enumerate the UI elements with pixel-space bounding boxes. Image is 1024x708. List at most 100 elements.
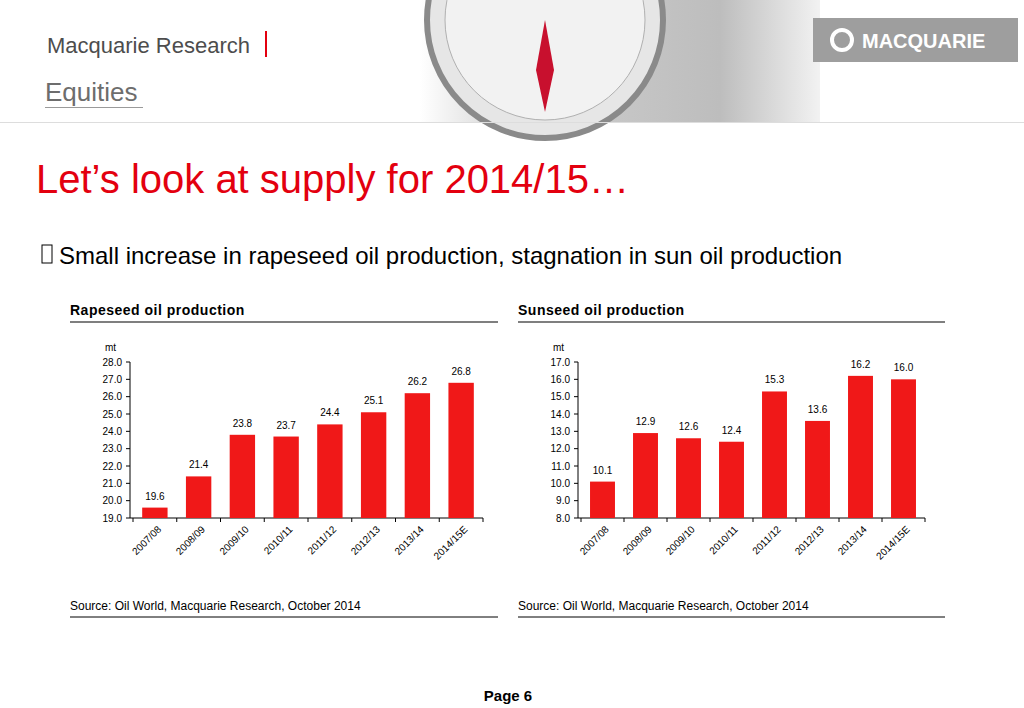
bars <box>590 376 916 518</box>
bar <box>633 433 658 518</box>
bar <box>676 438 701 518</box>
bar <box>361 412 386 518</box>
y-tick <box>126 414 130 415</box>
y-tick-label: 16.0 <box>551 374 571 385</box>
compass <box>427 0 663 138</box>
y-tick-label: 8.0 <box>556 513 570 524</box>
data-label: 15.3 <box>765 374 785 385</box>
y-tick-label: 27.0 <box>103 374 123 385</box>
y-tick <box>126 431 130 432</box>
logo: MACQUARIE <box>862 30 985 52</box>
title: Let’s look at supply for 2014/15… <box>36 157 629 201</box>
x-tick-label: 2008/09 <box>174 523 208 557</box>
data-label: 25.1 <box>364 395 384 406</box>
bars <box>142 383 474 518</box>
data-label: 12.6 <box>679 421 699 432</box>
x-tick <box>882 518 883 522</box>
y-tick-label: 20.0 <box>103 495 123 506</box>
chart: Sunseed oil production mt 8.0 9.0 10.0 11.0 12… <box>518 302 945 617</box>
source: Source: Oil World, Macquarie Research, O… <box>70 599 361 613</box>
x-tick-label: 2010/11 <box>707 523 740 556</box>
bar <box>719 442 744 518</box>
x-tick <box>796 518 797 522</box>
y-tick-label: 24.0 <box>103 426 123 437</box>
x-tick <box>624 518 625 522</box>
bar <box>891 379 916 518</box>
bar <box>230 435 255 518</box>
y-tick-label: 10.0 <box>551 478 571 489</box>
bullet-text: Small increase in rapeseed oil productio… <box>59 242 842 269</box>
x-tick <box>710 518 711 522</box>
y-tick <box>574 483 578 484</box>
y-tick <box>574 466 578 467</box>
x-tick-label: 2013/14 <box>836 523 870 557</box>
y-tick <box>126 483 130 484</box>
bullet <box>42 245 52 263</box>
x-tick-label: 2013/14 <box>392 523 426 557</box>
source: Source: Oil World, Macquarie Research, O… <box>518 599 809 613</box>
brand-bar <box>265 31 267 57</box>
y-tick <box>574 448 578 449</box>
logo-box <box>813 18 1018 62</box>
compass-face <box>445 0 645 120</box>
x-tick-label: 2009/10 <box>664 523 698 557</box>
y-axis <box>130 362 131 518</box>
bar <box>142 508 167 518</box>
x-tick <box>220 518 221 522</box>
x-tick <box>351 518 352 522</box>
y-tick-label: 15.0 <box>551 391 571 402</box>
data-label: 23.7 <box>276 420 296 431</box>
title-rule <box>70 321 498 322</box>
data-label: 10.1 <box>593 465 613 476</box>
x-tick-label: 2014/15E <box>874 523 912 561</box>
bar <box>590 482 615 518</box>
chart-title: Rapeseed oil production <box>70 302 245 318</box>
y-tick-label: 26.0 <box>103 391 123 402</box>
y-tick <box>126 466 130 467</box>
page: Macquarie ResearchEquitiesMACQUARIELet’s… <box>0 0 1024 708</box>
data-label: 23.8 <box>233 418 253 429</box>
y-tick <box>126 500 130 501</box>
y-tick <box>126 518 130 519</box>
y-tick <box>126 362 130 363</box>
footer: Page 6 <box>484 687 532 704</box>
y-tick <box>574 431 578 432</box>
y-axis <box>578 362 579 518</box>
data-label: 12.9 <box>636 416 656 427</box>
y-tick <box>574 362 578 363</box>
data-label: 12.4 <box>722 425 742 436</box>
data-label: 19.6 <box>145 491 165 502</box>
y-tick <box>126 379 130 380</box>
source-rule <box>518 617 945 618</box>
y-tick <box>574 500 578 501</box>
section: Equities <box>45 77 138 107</box>
x-tick-label: 2007/08 <box>130 523 164 557</box>
y-tick-label: 28.0 <box>103 357 123 368</box>
data-label: 21.4 <box>189 459 209 470</box>
x-tick-label: 2014/15E <box>431 523 469 561</box>
y-tick <box>574 379 578 380</box>
x-tick-label: 2011/12 <box>750 523 783 556</box>
x-tick-label: 2007/08 <box>578 523 612 557</box>
axis-label: mt <box>105 342 116 353</box>
x-tick <box>176 518 177 522</box>
y-tick-label: 12.0 <box>551 443 571 454</box>
source-rule <box>70 617 498 618</box>
data-label: 13.6 <box>808 404 828 415</box>
bar <box>448 383 473 518</box>
chart-title: Sunseed oil production <box>518 302 685 318</box>
axis-label: mt <box>553 342 564 353</box>
logo-mark <box>832 30 852 50</box>
y-tick-label: 11.0 <box>551 461 570 472</box>
x-tick <box>439 518 440 522</box>
data-label: 26.8 <box>451 366 471 377</box>
y-tick-label: 19.0 <box>103 513 123 524</box>
y-tick <box>574 414 578 415</box>
bar <box>186 476 211 518</box>
x-tick <box>308 518 309 522</box>
x-tick <box>264 518 265 522</box>
title-rule <box>518 321 945 322</box>
x-tick-label: 2012/13 <box>349 523 383 557</box>
y-tick-label: 9.0 <box>556 495 570 506</box>
x-tick-label: 2010/11 <box>262 523 295 556</box>
